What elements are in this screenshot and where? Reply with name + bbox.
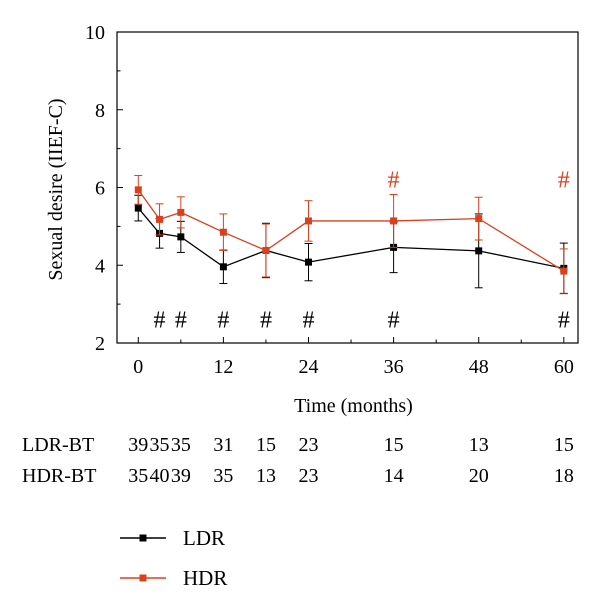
plot-frame xyxy=(116,31,579,344)
series-hdr-point xyxy=(304,217,312,225)
x-tick-label: 0 xyxy=(133,356,143,378)
series-ldr-point xyxy=(475,247,483,255)
n-table-cell: 15 xyxy=(384,434,404,456)
series-ldr-line xyxy=(137,207,564,269)
x-tick-label: 48 xyxy=(469,356,489,378)
x-tick-label: 36 xyxy=(384,356,404,378)
n-table-cell: 35 xyxy=(128,465,148,487)
y-tick-label: 6 xyxy=(95,178,105,200)
n-table-cell: 31 xyxy=(213,434,233,456)
n-table-cell: 40 xyxy=(150,465,170,487)
series-hdr-point xyxy=(390,217,398,225)
n-table-cell: 39 xyxy=(128,434,148,456)
series-ldr-point xyxy=(219,263,227,271)
legend-label-hdr: HDR xyxy=(183,566,227,590)
series-ldr-point xyxy=(304,258,312,266)
significance-marker: # xyxy=(175,308,187,334)
y-tick-label: 2 xyxy=(95,333,105,355)
n-table-cell: 18 xyxy=(554,465,574,487)
n-table-cell: 13 xyxy=(469,434,489,456)
n-table-cell: 35 xyxy=(213,465,233,487)
y-tick-label: 4 xyxy=(95,255,105,277)
significance-marker: # xyxy=(260,308,272,334)
n-table-cell: 15 xyxy=(256,434,276,456)
series-hdr-point xyxy=(262,246,270,254)
series-hdr-line xyxy=(137,189,565,272)
n-table-cell: 23 xyxy=(298,465,318,487)
significance-marker: # xyxy=(558,308,570,334)
series-hdr-point xyxy=(560,267,568,275)
series-ldr-point xyxy=(177,233,185,241)
n-table-row-label: HDR-BT xyxy=(22,465,96,487)
legend-marker-ldr xyxy=(139,534,147,542)
x-tick-label: 60 xyxy=(554,356,574,378)
n-table-cell: 14 xyxy=(384,465,404,487)
n-table-cell: 13 xyxy=(256,465,276,487)
n-table-row-label: LDR-BT xyxy=(22,434,94,456)
series-hdr-point xyxy=(177,208,185,216)
y-tick-label: 10 xyxy=(85,22,105,44)
n-table-cell: 35 xyxy=(150,434,170,456)
n-table-cell: 20 xyxy=(469,465,489,487)
n-table-cell: 15 xyxy=(554,434,574,456)
n-table-cell: 35 xyxy=(171,434,191,456)
series-hdr-point xyxy=(475,215,483,223)
significance-marker: # xyxy=(388,308,400,334)
series-hdr-point xyxy=(156,215,164,223)
significance-marker: # xyxy=(388,168,400,194)
series-hdr-point xyxy=(134,186,142,194)
x-axis-label: Time (months) xyxy=(294,395,413,417)
significance-marker: # xyxy=(217,308,229,334)
y-axis-label: Sexual desire (IIEF-C) xyxy=(45,98,67,280)
significance-marker: # xyxy=(558,168,570,194)
series-ldr-point xyxy=(134,204,142,212)
x-tick-label: 12 xyxy=(213,356,233,378)
series-hdr-point xyxy=(219,228,227,236)
legend-marker-hdr xyxy=(139,574,147,582)
y-tick-label: 8 xyxy=(95,100,105,122)
significance-marker: # xyxy=(154,308,166,334)
legend-label-ldr: LDR xyxy=(183,526,225,550)
x-tick-label: 24 xyxy=(298,356,318,378)
significance-marker: # xyxy=(302,308,314,334)
n-table-cell: 39 xyxy=(171,465,191,487)
n-table-cell: 23 xyxy=(298,434,318,456)
